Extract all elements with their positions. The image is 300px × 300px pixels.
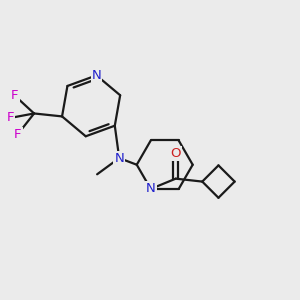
Text: F: F <box>11 89 19 102</box>
Text: F: F <box>7 111 14 124</box>
Text: N: N <box>114 152 124 165</box>
Text: F: F <box>14 128 22 141</box>
Text: N: N <box>92 69 101 82</box>
Text: N: N <box>146 182 156 195</box>
Text: O: O <box>170 147 181 160</box>
